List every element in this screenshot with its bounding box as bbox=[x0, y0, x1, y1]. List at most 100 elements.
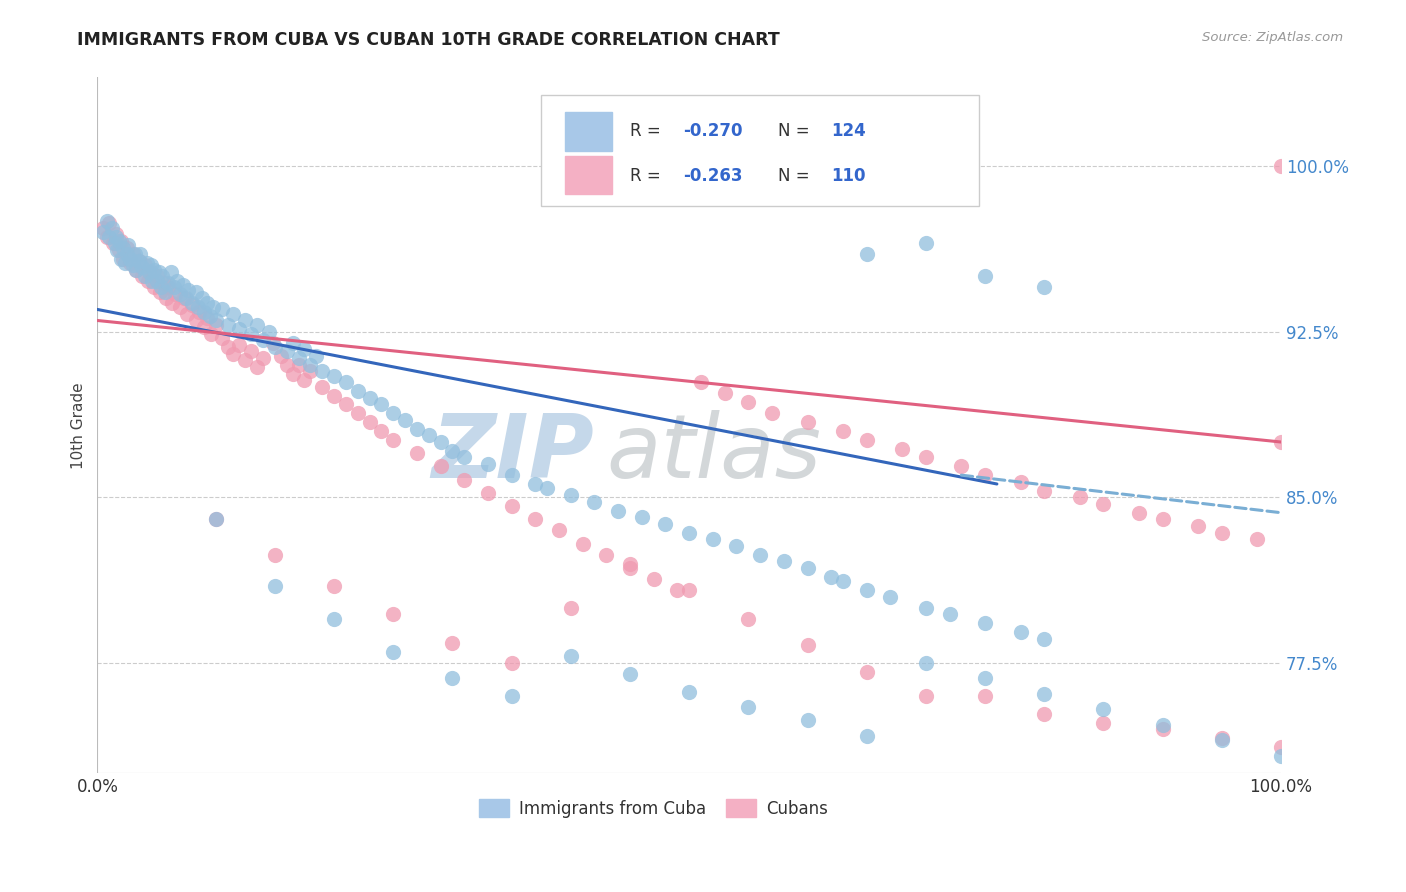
Point bbox=[761, 406, 783, 420]
Point bbox=[619, 561, 641, 575]
Point bbox=[938, 607, 960, 622]
Point bbox=[217, 318, 239, 332]
Point bbox=[98, 216, 121, 230]
Point bbox=[1092, 702, 1115, 716]
Point bbox=[148, 265, 170, 279]
Point bbox=[335, 376, 357, 390]
Point bbox=[252, 334, 274, 348]
Point bbox=[323, 579, 346, 593]
Point bbox=[855, 582, 877, 597]
Point bbox=[136, 274, 159, 288]
Point bbox=[725, 539, 748, 553]
Point bbox=[406, 446, 429, 460]
Point bbox=[382, 607, 405, 622]
Point bbox=[974, 616, 997, 631]
Point bbox=[477, 457, 499, 471]
Point bbox=[1092, 497, 1115, 511]
Point bbox=[323, 368, 346, 383]
Point bbox=[136, 256, 159, 270]
Point bbox=[796, 714, 818, 728]
Point bbox=[950, 459, 973, 474]
Text: 124: 124 bbox=[831, 122, 866, 140]
Point bbox=[583, 494, 606, 508]
Point bbox=[619, 557, 641, 571]
Point bbox=[418, 428, 440, 442]
Point bbox=[193, 304, 215, 318]
Point bbox=[820, 168, 842, 182]
Point bbox=[796, 561, 818, 575]
Point bbox=[796, 638, 818, 652]
Point bbox=[233, 353, 256, 368]
Legend: Immigrants from Cuba, Cubans: Immigrants from Cuba, Cubans bbox=[472, 793, 835, 824]
Point bbox=[129, 247, 152, 261]
Point bbox=[346, 406, 368, 420]
Point bbox=[1033, 687, 1056, 701]
Text: R =: R = bbox=[630, 168, 666, 186]
Point bbox=[335, 397, 357, 411]
Text: IMMIGRANTS FROM CUBA VS CUBAN 10TH GRADE CORRELATION CHART: IMMIGRANTS FROM CUBA VS CUBAN 10TH GRADE… bbox=[77, 31, 780, 49]
Point bbox=[548, 524, 571, 538]
Point bbox=[370, 397, 392, 411]
Text: atlas: atlas bbox=[606, 410, 821, 496]
Point bbox=[166, 274, 188, 288]
Point bbox=[184, 313, 207, 327]
Point bbox=[105, 227, 128, 242]
Point bbox=[159, 265, 181, 279]
Point bbox=[257, 325, 280, 339]
Point bbox=[678, 582, 700, 597]
Point bbox=[1010, 475, 1032, 489]
Point bbox=[1187, 519, 1209, 533]
Point bbox=[120, 252, 142, 266]
Point bbox=[855, 247, 877, 261]
Point bbox=[713, 386, 735, 401]
Point bbox=[115, 241, 138, 255]
Point bbox=[125, 262, 148, 277]
Point bbox=[737, 395, 759, 409]
Point bbox=[311, 364, 333, 378]
Point bbox=[1211, 731, 1233, 745]
Point bbox=[107, 243, 129, 257]
Point bbox=[879, 590, 901, 604]
Point bbox=[524, 512, 547, 526]
Point bbox=[270, 349, 292, 363]
Point bbox=[281, 335, 304, 350]
Point bbox=[453, 473, 475, 487]
Point bbox=[915, 236, 938, 251]
Point bbox=[560, 649, 582, 664]
Point bbox=[974, 269, 997, 284]
Point bbox=[560, 488, 582, 502]
Point bbox=[305, 349, 328, 363]
Point bbox=[382, 645, 405, 659]
Point bbox=[832, 574, 855, 589]
Point bbox=[281, 367, 304, 381]
Point bbox=[276, 358, 298, 372]
Point bbox=[737, 612, 759, 626]
Point bbox=[169, 287, 191, 301]
Point bbox=[346, 384, 368, 399]
Point bbox=[202, 300, 225, 314]
Point bbox=[181, 295, 204, 310]
Point bbox=[1270, 739, 1292, 754]
Point bbox=[105, 229, 128, 244]
Point bbox=[120, 256, 142, 270]
Text: N =: N = bbox=[778, 122, 815, 140]
Point bbox=[181, 298, 204, 312]
Point bbox=[382, 406, 405, 420]
Point bbox=[1033, 280, 1056, 294]
Point bbox=[217, 340, 239, 354]
Point bbox=[630, 510, 652, 524]
Point bbox=[184, 285, 207, 299]
Point bbox=[915, 689, 938, 703]
Text: N =: N = bbox=[778, 168, 815, 186]
Point bbox=[571, 536, 593, 550]
Point bbox=[1010, 625, 1032, 640]
Point bbox=[974, 689, 997, 703]
Point bbox=[197, 311, 219, 326]
Point bbox=[974, 468, 997, 483]
Point bbox=[157, 276, 180, 290]
Point bbox=[974, 672, 997, 686]
Text: 110: 110 bbox=[831, 168, 866, 186]
Point bbox=[429, 435, 451, 450]
Point bbox=[1270, 748, 1292, 763]
Point bbox=[441, 443, 464, 458]
